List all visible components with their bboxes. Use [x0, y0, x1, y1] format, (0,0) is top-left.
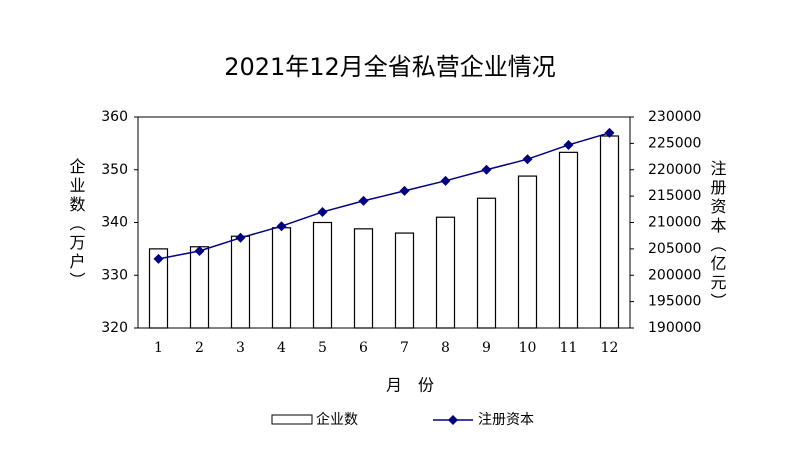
bar: [189, 246, 210, 329]
y2-tick-label: 230000: [648, 109, 701, 125]
bar: [394, 232, 415, 329]
bar: [230, 235, 251, 329]
line-marker: [481, 164, 492, 175]
y2-tick-label: 200000: [648, 267, 701, 283]
legend-marker: [448, 415, 458, 425]
y2-tick-label: 225000: [648, 135, 701, 151]
line-marker: [194, 245, 205, 256]
line-marker: [235, 232, 246, 243]
x-tick-label: 12: [601, 340, 619, 356]
y2-tick-label: 215000: [648, 188, 701, 204]
bar: [517, 175, 538, 329]
line-marker: [440, 175, 451, 186]
line-marker: [604, 127, 615, 138]
x-tick-label: 2: [195, 340, 204, 356]
y-axis-title: 企业数（万户）: [67, 158, 86, 291]
x-tick-label: 1: [154, 340, 163, 356]
y2-tick-label: 195000: [648, 294, 701, 310]
legend-swatch: [271, 414, 313, 425]
y-tick-label: 340: [101, 215, 128, 231]
bar: [558, 151, 579, 329]
legend-label: 企业数: [316, 411, 358, 428]
x-axis-title: 月 份: [386, 376, 434, 395]
bar: [271, 227, 292, 329]
y-tick-label: 360: [101, 109, 128, 125]
x-tick-label: 10: [519, 340, 537, 356]
line-marker: [399, 185, 410, 196]
bar: [435, 216, 456, 329]
line-marker: [317, 206, 328, 217]
x-tick-label: 11: [560, 340, 578, 356]
bar: [312, 221, 333, 329]
chart-title: 2021年12月全省私营企业情况: [224, 53, 556, 81]
bar: [476, 197, 497, 329]
line-marker: [153, 253, 164, 264]
x-tick-label: 3: [236, 340, 245, 356]
y-tick-label: 350: [101, 162, 128, 178]
y2-axis-title: 注册资本（亿元）: [708, 160, 727, 312]
bar: [148, 248, 169, 329]
line-marker: [358, 195, 369, 206]
y2-tick-label: 210000: [648, 215, 701, 231]
y2-tick-label: 220000: [648, 162, 701, 178]
y2-tick-label: 205000: [648, 241, 701, 257]
bar: [353, 228, 374, 329]
line-marker: [276, 221, 287, 232]
legend-label: 注册资本: [478, 412, 534, 428]
x-tick-label: 4: [277, 340, 286, 356]
x-tick-label: 7: [400, 340, 409, 356]
y-tick-label: 320: [101, 320, 128, 336]
bar: [599, 135, 620, 329]
line-marker: [563, 139, 574, 150]
x-tick-label: 8: [441, 340, 450, 356]
y-tick-label: 330: [101, 267, 128, 283]
line-marker: [522, 154, 533, 165]
x-tick-label: 5: [318, 340, 327, 356]
y2-tick-label: 190000: [648, 320, 701, 336]
x-tick-label: 9: [482, 340, 491, 356]
x-tick-label: 6: [359, 340, 368, 356]
line: [158, 132, 610, 260]
